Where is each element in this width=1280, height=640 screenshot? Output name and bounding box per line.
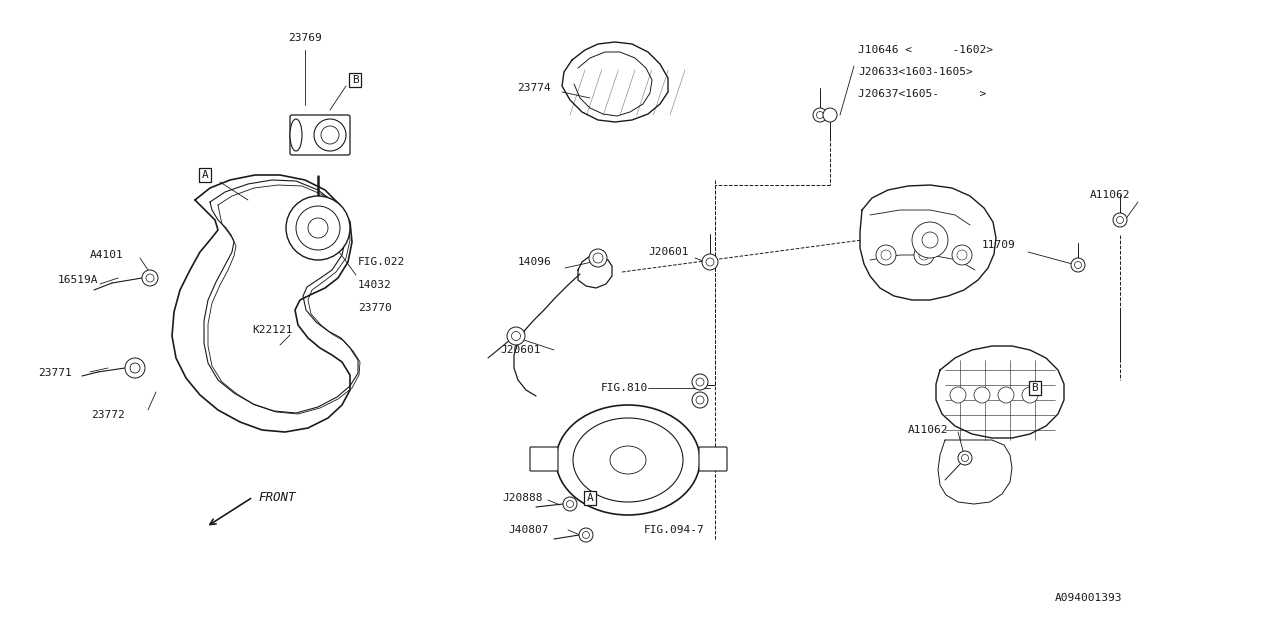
Circle shape: [998, 387, 1014, 403]
Text: 23770: 23770: [358, 303, 392, 313]
FancyBboxPatch shape: [699, 447, 727, 471]
Text: 16519A: 16519A: [58, 275, 99, 285]
Text: 14032: 14032: [358, 280, 392, 290]
FancyBboxPatch shape: [291, 115, 349, 155]
FancyBboxPatch shape: [530, 447, 558, 471]
Circle shape: [823, 108, 837, 122]
Circle shape: [142, 270, 157, 286]
Circle shape: [957, 451, 972, 465]
Circle shape: [696, 396, 704, 404]
Circle shape: [582, 531, 590, 538]
Circle shape: [913, 222, 948, 258]
Text: A: A: [586, 493, 594, 503]
Text: FIG.810: FIG.810: [602, 383, 648, 393]
Ellipse shape: [291, 119, 302, 151]
Circle shape: [707, 258, 714, 266]
Ellipse shape: [611, 446, 646, 474]
Text: 23769: 23769: [288, 33, 321, 43]
Circle shape: [692, 374, 708, 390]
Circle shape: [957, 250, 966, 260]
Circle shape: [1114, 213, 1126, 227]
Circle shape: [507, 327, 525, 345]
Text: A: A: [202, 170, 209, 180]
Circle shape: [961, 454, 969, 461]
Circle shape: [296, 206, 340, 250]
Circle shape: [131, 363, 140, 373]
Circle shape: [321, 126, 339, 144]
Circle shape: [952, 245, 972, 265]
Circle shape: [579, 528, 593, 542]
Text: 23771: 23771: [38, 368, 72, 378]
Circle shape: [922, 232, 938, 248]
Text: J20633<1603-1605>: J20633<1603-1605>: [858, 67, 973, 77]
Text: B: B: [352, 75, 358, 85]
Ellipse shape: [573, 418, 684, 502]
Circle shape: [696, 378, 704, 386]
Text: J20601: J20601: [648, 247, 689, 257]
Text: A11062: A11062: [1091, 190, 1130, 200]
Circle shape: [1074, 262, 1082, 269]
Circle shape: [285, 196, 349, 260]
Text: A4101: A4101: [90, 250, 124, 260]
Ellipse shape: [556, 405, 700, 515]
Circle shape: [692, 392, 708, 408]
Circle shape: [567, 500, 573, 508]
Circle shape: [593, 253, 603, 263]
Text: A11062: A11062: [908, 425, 948, 435]
Text: 14096: 14096: [518, 257, 552, 267]
Circle shape: [125, 358, 145, 378]
Circle shape: [881, 250, 891, 260]
Circle shape: [308, 218, 328, 238]
Text: J20637<1605-      >: J20637<1605- >: [858, 89, 987, 99]
Text: FIG.022: FIG.022: [358, 257, 406, 267]
Circle shape: [950, 387, 966, 403]
Circle shape: [589, 249, 607, 267]
Text: K22121: K22121: [252, 325, 293, 335]
Text: FIG.094-7: FIG.094-7: [644, 525, 705, 535]
Circle shape: [314, 119, 346, 151]
Circle shape: [563, 497, 577, 511]
Text: 23772: 23772: [91, 410, 125, 420]
Circle shape: [512, 332, 521, 340]
Text: B: B: [1032, 383, 1038, 393]
Text: J10646 <      -1602>: J10646 < -1602>: [858, 45, 993, 55]
Text: FRONT: FRONT: [259, 490, 296, 504]
Circle shape: [817, 111, 823, 118]
Circle shape: [1021, 387, 1038, 403]
Circle shape: [701, 254, 718, 270]
Text: 23774: 23774: [517, 83, 550, 93]
Circle shape: [813, 108, 827, 122]
Circle shape: [876, 245, 896, 265]
Text: A094001393: A094001393: [1055, 593, 1123, 603]
Circle shape: [974, 387, 989, 403]
Circle shape: [146, 274, 154, 282]
Text: J40807: J40807: [508, 525, 549, 535]
Text: J20601: J20601: [500, 345, 540, 355]
Circle shape: [919, 250, 929, 260]
Circle shape: [1071, 258, 1085, 272]
Text: 11709: 11709: [982, 240, 1016, 250]
Circle shape: [1116, 216, 1124, 223]
Text: J20888: J20888: [502, 493, 543, 503]
Circle shape: [914, 245, 934, 265]
